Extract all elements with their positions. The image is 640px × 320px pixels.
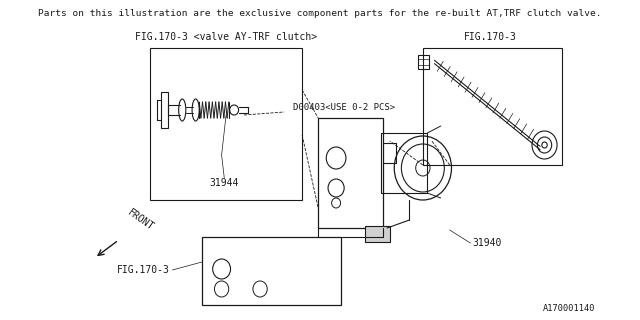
Text: D00403<USE 0-2 PCS>: D00403<USE 0-2 PCS> (293, 102, 396, 111)
Bar (423, 48, 561, 165)
Text: FIG.170-3: FIG.170-3 (117, 265, 170, 275)
Ellipse shape (542, 142, 547, 148)
Text: Parts on this illustration are the exclusive component parts for the re-built AT: Parts on this illustration are the exclu… (38, 9, 602, 18)
Text: 31944: 31944 (209, 178, 239, 188)
Bar (318, 118, 383, 228)
Bar (419, 55, 429, 69)
Text: FIG.170-3: FIG.170-3 (463, 32, 516, 42)
Text: 31940: 31940 (472, 238, 502, 248)
Text: FIG.170-3 <valve AY-TRF clutch>: FIG.170-3 <valve AY-TRF clutch> (135, 32, 317, 42)
Text: FRONT: FRONT (126, 207, 156, 232)
Bar (150, 48, 302, 200)
Bar (381, 133, 428, 193)
Text: A170001140: A170001140 (543, 304, 595, 313)
Bar (161, 92, 168, 128)
Bar (365, 226, 390, 242)
Bar (202, 237, 340, 305)
